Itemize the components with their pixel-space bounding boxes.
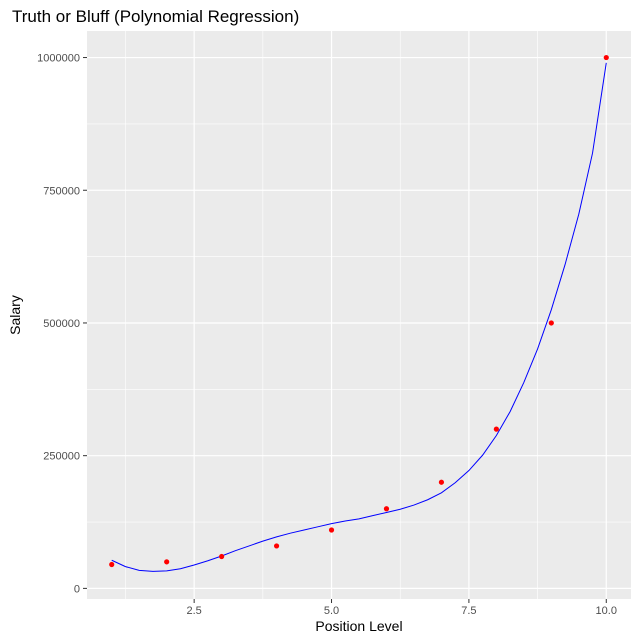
- data-point: [548, 320, 554, 326]
- axis-ticks: 2.5 5.0 7.5 10.0 0 250000 500000 750000 1000000: [37, 53, 617, 617]
- grid-minor: [87, 31, 631, 599]
- y-tick-label: 500000: [43, 318, 80, 330]
- data-point: [109, 561, 115, 568]
- data-point: [273, 543, 280, 549]
- x-axis-title: Position Level: [315, 618, 402, 634]
- y-tick-label: 250000: [43, 451, 80, 463]
- y-tick-label: 0: [74, 583, 80, 595]
- plot-panel: [87, 31, 631, 599]
- data-point: [328, 527, 335, 533]
- series-layer: [109, 54, 609, 572]
- data-point: [438, 479, 445, 485]
- y-axis-title: Salary: [7, 295, 23, 335]
- grid-major: [87, 31, 631, 599]
- regression-line: [111, 62, 607, 572]
- data-point: [383, 506, 390, 512]
- y-tick-label: 1000000: [37, 53, 80, 65]
- data-point: [603, 54, 609, 61]
- data-point: [493, 426, 499, 432]
- y-tick-label: 750000: [43, 185, 80, 197]
- x-tick-label: 10.0: [596, 605, 617, 617]
- x-tick-label: 7.5: [461, 605, 476, 617]
- data-point: [164, 559, 170, 565]
- x-tick-label: 5.0: [324, 605, 339, 617]
- chart-title: Truth or Bluff (Polynomial Regression): [12, 7, 299, 26]
- x-tick-label: 2.5: [187, 605, 202, 617]
- data-point: [219, 553, 225, 560]
